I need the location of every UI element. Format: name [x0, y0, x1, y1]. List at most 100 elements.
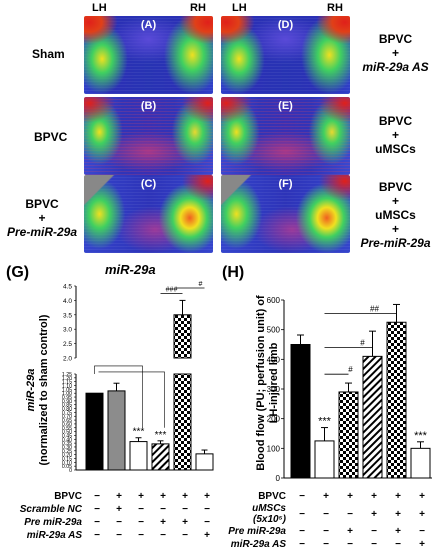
bracket-label: ##: [370, 304, 379, 313]
chart-g-title: miR-29a: [105, 262, 156, 277]
y-tick-label: 400: [267, 355, 281, 364]
condition-sign: −: [204, 504, 210, 515]
condition-sign: −: [299, 539, 305, 550]
condition-sign: −: [116, 517, 122, 528]
condition-sign: −: [94, 504, 100, 515]
condition-sign: +: [182, 517, 188, 528]
condition-sign: +: [138, 491, 144, 502]
y-tick-label: 0.85: [62, 403, 72, 409]
condition-sign: −: [419, 526, 425, 537]
bar: [107, 390, 126, 471]
bar: [85, 392, 104, 471]
y-tick-label: 1.15: [62, 380, 72, 386]
group-label-e: BPVC + uMSCs: [375, 114, 416, 156]
condition-sign: −: [182, 530, 188, 541]
panel-tag-f: (F): [278, 178, 293, 190]
bar: [338, 391, 359, 479]
condition-label: Scramble NC: [19, 504, 82, 515]
group-label-c: BPVC + Pre-miR-29a: [6, 197, 78, 239]
condition-label: miR-29a AS: [26, 530, 82, 541]
chart-h-condition-table: BPVC − + + + + + uMSCs (5x10⁵) − − − + + + Pre miR-29a…: [218, 490, 434, 551]
condition-sign: −: [204, 517, 210, 528]
panel-tag-c: (C): [140, 178, 157, 190]
bar: [290, 344, 311, 479]
chart-h-label: (H): [222, 264, 245, 281]
condition-sign: +: [371, 508, 377, 520]
bracket-label: #: [199, 281, 203, 288]
condition-sign: +: [371, 491, 377, 502]
chart-g-condition-table: BPVC − + + + + + Scramble NC − + − − − − Pre miR-29a − −…: [2, 490, 218, 542]
y-tick-label: 600: [267, 296, 281, 305]
group-label-d: BPVC + miR-29a AS: [362, 32, 429, 74]
condition-sign: −: [299, 508, 305, 520]
y-tick-label: 0: [276, 474, 281, 483]
y-tick-label: 0.55: [62, 426, 72, 432]
condition-row: BPVC − + + + + +: [218, 490, 434, 503]
bracket-label: ###: [166, 287, 178, 294]
bar: [410, 447, 431, 479]
perfusion-image-f: (F): [221, 175, 350, 253]
condition-label: Pre miR-29a: [24, 517, 82, 528]
y-tick-label: 0.60: [62, 422, 72, 428]
y-tick-label: 3.5: [63, 312, 72, 319]
condition-sign: −: [299, 491, 305, 502]
significance-mark: ***: [414, 430, 428, 442]
bracket-label: #: [348, 365, 353, 374]
y-tick-label: 0.70: [62, 414, 72, 420]
condition-sign: +: [395, 508, 401, 520]
condition-sign: −: [371, 526, 377, 537]
perfusion-image-b: (B): [84, 97, 213, 175]
y-tick-label: 0.75: [62, 410, 72, 416]
y-tick-label: 1.25: [62, 372, 72, 378]
condition-sign: −: [182, 504, 188, 515]
condition-sign: +: [323, 491, 329, 502]
group-label-a: Sham: [32, 47, 65, 61]
condition-sign: −: [116, 530, 122, 541]
y-tick-label: 0.05: [62, 464, 72, 470]
comparison-line: [98, 371, 165, 428]
condition-sign: +: [204, 491, 210, 502]
panel-tag-d: (D): [277, 19, 294, 31]
condition-row: Pre miR-29a − − + − + −: [218, 525, 434, 538]
condition-row: uMSCs (5x10⁵) − − − + + +: [218, 503, 434, 525]
condition-sign: −: [323, 539, 329, 550]
y-tick-label: 2.0: [63, 356, 72, 363]
condition-sign: −: [299, 526, 305, 537]
y-tick-label: 1.00: [62, 391, 72, 397]
y-tick-label: 200: [267, 415, 281, 424]
y-tick-label: 0.40: [62, 437, 72, 443]
condition-row: Scramble NC − + − − − −: [2, 503, 218, 516]
y-tick-label: 100: [267, 444, 281, 453]
condition-sign: +: [395, 491, 401, 502]
bar: [173, 373, 192, 471]
group-label-f: BPVC + uMSCs + Pre-miR-29a: [360, 180, 431, 250]
condition-row: BPVC − + + + + +: [2, 490, 218, 503]
condition-sign: −: [94, 530, 100, 541]
chart-g: 00.050.100.150.200.250.300.350.400.450.5…: [62, 281, 214, 474]
condition-label: Pre miR-29a: [228, 526, 286, 537]
condition-sign: −: [138, 530, 144, 541]
condition-sign: −: [347, 508, 353, 520]
condition-sign: +: [395, 526, 401, 537]
hemisphere-label-right-2: RH: [327, 2, 343, 14]
condition-sign: +: [182, 491, 188, 502]
condition-sign: −: [160, 504, 166, 515]
y-tick-label: 0.30: [62, 445, 72, 451]
y-tick-label: 4.0: [63, 298, 72, 305]
condition-sign: −: [323, 526, 329, 537]
perfusion-image-a: (A): [84, 16, 213, 94]
condition-row: miR-29a AS − − − − − +: [2, 529, 218, 542]
y-tick-label: 1.10: [62, 384, 72, 390]
y-tick-label: 0.90: [62, 399, 72, 405]
y-tick-label: 0.20: [62, 453, 72, 459]
condition-sign: +: [116, 504, 122, 515]
y-tick-label: 1.05: [62, 387, 72, 393]
condition-label: uMSCs (5x10⁵): [252, 503, 286, 525]
panel-tag-e: (E): [278, 100, 293, 112]
y-tick-label: 0.35: [62, 441, 72, 447]
bar: [314, 440, 335, 479]
y-tick-label: 500: [267, 326, 281, 335]
y-tick-label: 4.5: [63, 284, 72, 291]
hemisphere-label-right: RH: [190, 2, 206, 14]
condition-sign: +: [160, 517, 166, 528]
